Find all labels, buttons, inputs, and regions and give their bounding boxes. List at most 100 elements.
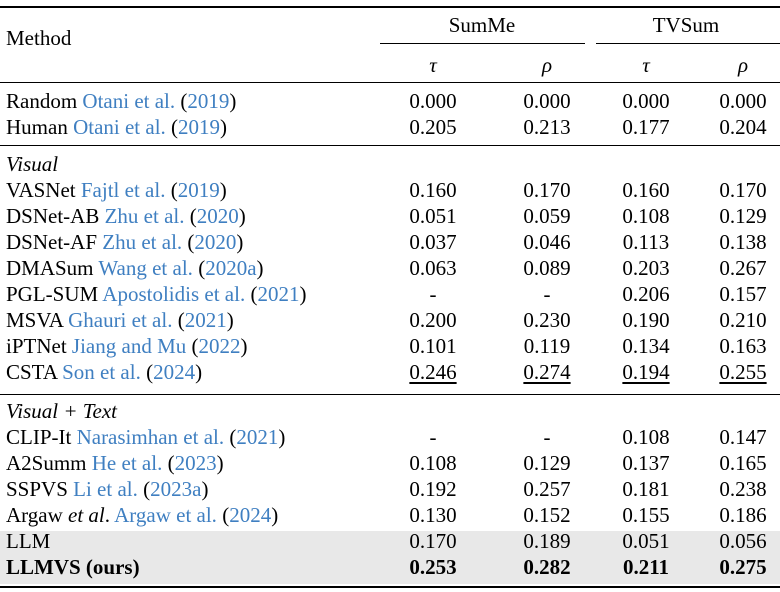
value: 0.147	[719, 425, 767, 449]
method-name: DMASum	[6, 256, 94, 280]
value-cell: 0.267	[693, 255, 780, 281]
value-cell: 0.205	[383, 114, 483, 140]
method-name: CSTA	[6, 360, 57, 384]
citation-year: 2024	[153, 360, 196, 384]
value-cell: 0.238	[693, 476, 780, 502]
method-name: DSNet-AF	[6, 230, 98, 254]
citation-year: 2024	[229, 503, 272, 527]
value: 0.170	[523, 178, 571, 202]
value: 0.170	[719, 178, 767, 202]
method-cell: iPTNet Jiang and Mu (2022)	[6, 334, 248, 358]
value-cell: 0.206	[596, 281, 696, 307]
value-cell: 0.157	[693, 281, 780, 307]
value-cell: 0.130	[383, 502, 483, 528]
value-cell: 0.255	[693, 359, 780, 385]
value-cell: 0.101	[383, 333, 483, 359]
value: 0.192	[409, 477, 457, 501]
metric-header: τ	[642, 53, 650, 77]
value-cell: -	[383, 281, 483, 307]
value-cell: -	[383, 424, 483, 450]
metric-header: ρ	[541, 53, 553, 77]
method-name-period: .	[104, 503, 111, 527]
citation-year: 2020	[194, 230, 237, 254]
value: 0.108	[622, 425, 670, 449]
value: -	[429, 282, 437, 306]
method-name: VASNet	[6, 178, 76, 202]
citation-year: 2019	[178, 115, 221, 139]
method-cell: CLIP-It Narasimhan et al. (2021)	[6, 425, 286, 449]
value: 0.059	[523, 204, 571, 228]
value: 0.275	[719, 555, 767, 579]
value: 0.210	[719, 308, 767, 332]
method-name: Random	[6, 89, 78, 113]
method-name: Human	[6, 115, 68, 139]
value-cell: 0.056	[693, 528, 780, 554]
value: 0.160	[622, 178, 670, 202]
citation-year: 2023	[174, 451, 217, 475]
value: 0.267	[719, 256, 767, 280]
top-rule	[0, 6, 780, 8]
method-name: A2Summ	[6, 451, 87, 475]
bottom-rule	[0, 586, 780, 588]
citation-author: Zhu et al.	[104, 204, 185, 228]
value: 0.134	[622, 334, 670, 358]
value-cell: 0.037	[383, 229, 483, 255]
value-cell: 0.000	[497, 88, 597, 114]
citation-author: He et al.	[91, 451, 163, 475]
value-cell: 0.051	[596, 528, 696, 554]
value-cell: 0.246	[383, 359, 483, 385]
section-rule	[0, 394, 780, 395]
value-cell: 0.170	[693, 177, 780, 203]
value: 0.108	[409, 451, 457, 475]
value: 0.108	[622, 204, 670, 228]
value-cell: 0.189	[497, 528, 597, 554]
value-cell: 0.108	[383, 450, 483, 476]
value: 0.000	[409, 89, 457, 113]
value: 0.000	[523, 89, 571, 113]
value-cell: 0.177	[596, 114, 696, 140]
value: -	[543, 425, 551, 449]
citation-year: 2020a	[205, 256, 257, 280]
value-cell: -	[497, 281, 597, 307]
value: 0.000	[622, 89, 670, 113]
method-name: CLIP-It	[6, 425, 72, 449]
value-cell: 0.181	[596, 476, 696, 502]
method-cell: Argaw et al. Argaw et al. (2024)	[6, 503, 279, 527]
citation-author: Jiang and Mu	[71, 334, 187, 358]
value-cell: 0.108	[596, 203, 696, 229]
citation-year: 2020	[196, 204, 239, 228]
citation-author: Zhu et al.	[102, 230, 183, 254]
method-cell: A2Summ He et al. (2023)	[6, 451, 224, 475]
value-cell: 0.170	[383, 528, 483, 554]
value-cell: 0.203	[596, 255, 696, 281]
citation-author: Fajtl et al.	[80, 178, 166, 202]
method-name: PGL-SUM	[6, 282, 99, 306]
value-cell: 0.113	[596, 229, 696, 255]
highlight-background	[0, 531, 780, 584]
method-name: iPTNet	[6, 334, 67, 358]
value-cell: 0.000	[596, 88, 696, 114]
value-cell: 0.211	[596, 554, 696, 580]
citation-author: Argaw et al.	[114, 503, 217, 527]
method-cell: DMASum Wang et al. (2020a)	[6, 256, 264, 280]
value-cell: 0.230	[497, 307, 597, 333]
value: 0.211	[622, 555, 670, 579]
method-cell: LLMVS (ours)	[6, 554, 140, 580]
value-cell: 0.275	[693, 554, 780, 580]
citation-author: Narasimhan et al.	[76, 425, 225, 449]
method-header: Method	[6, 26, 72, 50]
value-cell: 0.204	[693, 114, 780, 140]
value: 0.282	[523, 555, 571, 579]
value-cell: 0.186	[693, 502, 780, 528]
citation-year: 2021	[184, 308, 227, 332]
value-cell: 0.046	[497, 229, 597, 255]
value: 0.230	[523, 308, 571, 332]
value: 0.190	[622, 308, 670, 332]
value: 0.113	[622, 230, 670, 254]
value: 0.037	[409, 230, 457, 254]
citation-year: 2019	[177, 178, 220, 202]
value-cell: 0.282	[497, 554, 597, 580]
value-cell: 0.155	[596, 502, 696, 528]
value: 0.138	[719, 230, 767, 254]
method-cell: VASNet Fajtl et al. (2019)	[6, 178, 227, 202]
